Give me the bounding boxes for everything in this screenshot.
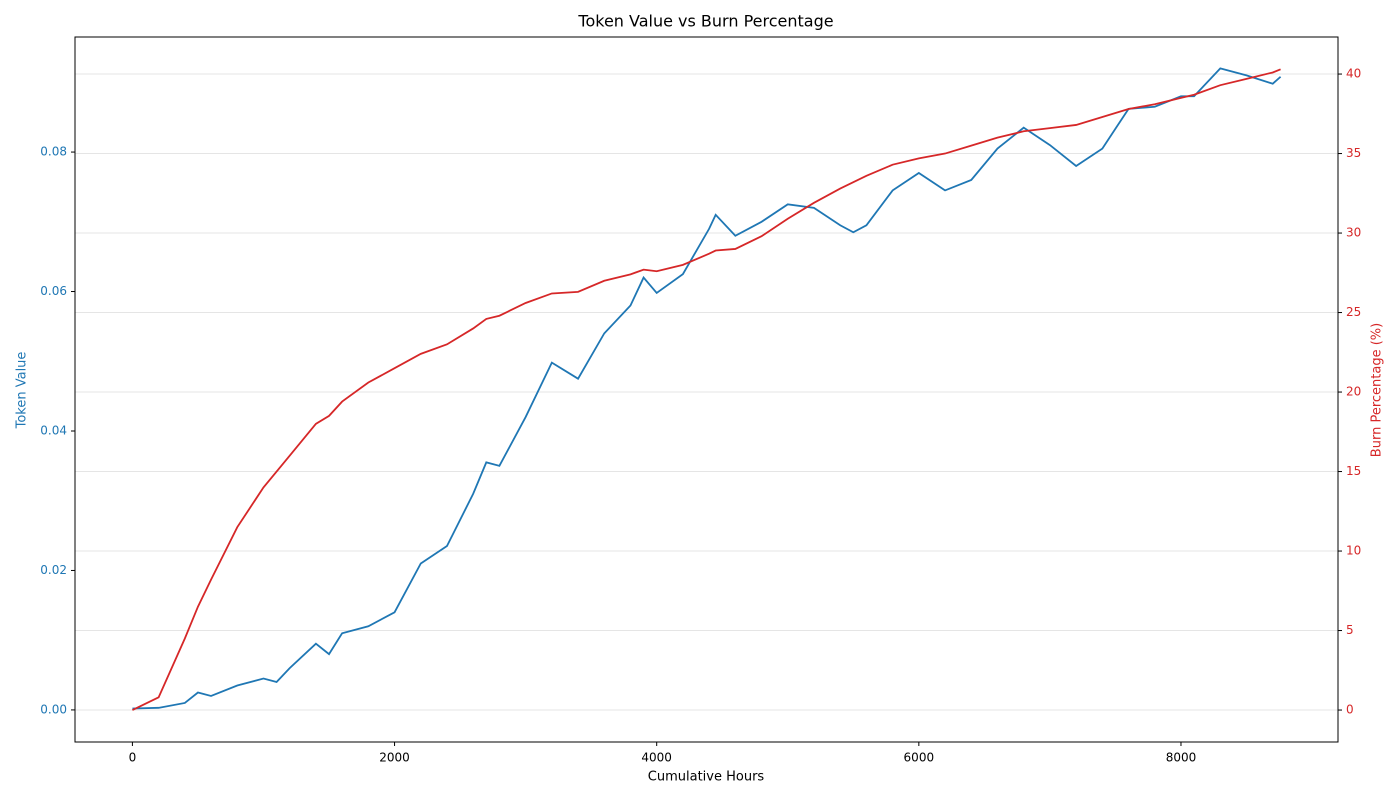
y2-tick-label: 20 bbox=[1346, 385, 1361, 399]
x-tick-label: 2000 bbox=[379, 751, 410, 765]
y2-tick-label: 15 bbox=[1346, 464, 1361, 478]
y2-tick-label: 0 bbox=[1346, 703, 1354, 717]
y-tick-label: 0.02 bbox=[40, 563, 67, 577]
x-axis-label: Cumulative Hours bbox=[648, 770, 765, 785]
y2-tick-label: 40 bbox=[1346, 67, 1361, 81]
x-tick-label: 4000 bbox=[641, 751, 672, 765]
y2-tick-label: 10 bbox=[1346, 544, 1361, 558]
x-tick-label: 8000 bbox=[1166, 751, 1197, 765]
x-tick-label: 0 bbox=[129, 751, 137, 765]
y-axis-label: Token Value bbox=[15, 352, 30, 430]
x-tick-label: 6000 bbox=[904, 751, 935, 765]
y-tick-label: 0.00 bbox=[40, 702, 67, 716]
y-tick-label: 0.04 bbox=[40, 423, 67, 437]
chart-title: Token Value vs Burn Percentage bbox=[577, 12, 833, 31]
data-line bbox=[132, 67, 1282, 710]
y2-axis-label: Burn Percentage (%) bbox=[1370, 323, 1385, 457]
y-tick-label: 0.08 bbox=[40, 145, 67, 159]
data-line bbox=[132, 68, 1281, 711]
y2-tick-label: 35 bbox=[1346, 146, 1361, 160]
y2-tick-label: 30 bbox=[1346, 226, 1361, 240]
y-tick-label: 0.06 bbox=[40, 284, 67, 298]
y2-tick-label: 5 bbox=[1346, 623, 1354, 637]
plot-frame bbox=[74, 36, 1339, 743]
y2-tick-label: 25 bbox=[1346, 305, 1361, 319]
